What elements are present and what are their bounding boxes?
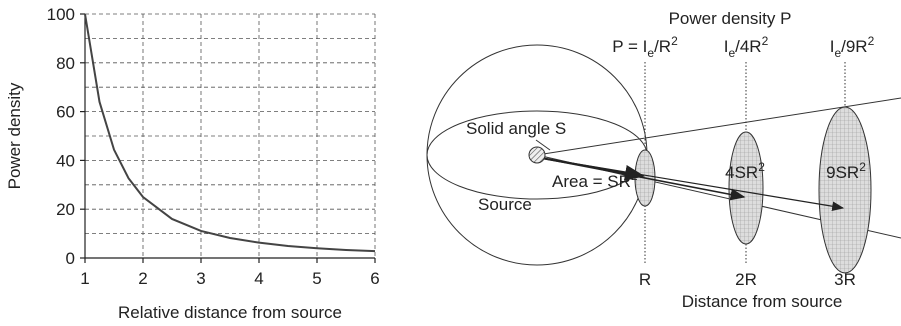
- y-tick-label: 100: [47, 5, 75, 24]
- y-tick-label: 80: [56, 54, 75, 73]
- line-chart: Power density Relative distance from sou…: [5, 5, 380, 322]
- text: /9R: [841, 37, 867, 56]
- x-tick-label: 3: [196, 269, 205, 288]
- x-tick-label: 2: [138, 269, 147, 288]
- x-tick-label: 1: [80, 269, 89, 288]
- intensity-label: Ie/9R2: [830, 34, 875, 60]
- y-tick-label: 40: [56, 151, 75, 170]
- diagram-title: Power density P: [669, 9, 792, 28]
- area-label: 9SR2: [826, 160, 866, 182]
- superscript: 2: [631, 169, 638, 183]
- source-label: Source: [478, 195, 532, 214]
- cone-edge: [536, 97, 901, 156]
- subscript: e: [728, 46, 735, 60]
- distance-label: R: [639, 270, 651, 289]
- text: I: [830, 37, 835, 56]
- subscript: e: [647, 46, 654, 60]
- pointer: [535, 139, 551, 151]
- diagram: Power density P P = Ie/R2 Ie/4R2 Ie/9R2 …: [426, 9, 901, 311]
- solid-angle-label: Solid angle S: [466, 119, 566, 138]
- distance-label: 3R: [834, 270, 856, 289]
- x-tick-label: 4: [254, 269, 263, 288]
- intensity-label: P = Ie/R2: [612, 34, 678, 60]
- superscript: 2: [758, 160, 765, 174]
- y-tick-label: 0: [66, 249, 75, 268]
- text: /R: [654, 37, 671, 56]
- distance-label: 2R: [735, 270, 757, 289]
- text: Area = SR: [552, 172, 631, 191]
- y-tick-label: 60: [56, 103, 75, 122]
- arrow: [540, 157, 845, 211]
- subscript: e: [834, 46, 841, 60]
- text: 4SR: [725, 163, 758, 182]
- x-tick-label: 5: [312, 269, 321, 288]
- arrow: [540, 157, 746, 201]
- y-axis-label: Power density: [5, 82, 24, 189]
- area-patch: [818, 106, 872, 274]
- text: /4R: [735, 37, 761, 56]
- superscript: 2: [859, 160, 866, 174]
- text: P = I: [612, 37, 647, 56]
- area-patch: [728, 131, 764, 245]
- diagram-axis-label: Distance from source: [682, 292, 843, 311]
- superscript: 2: [868, 34, 875, 48]
- x-axis-label: Relative distance from source: [118, 303, 342, 322]
- data-line: [84, 13, 376, 253]
- intensity-label: Ie/4R2: [724, 34, 769, 60]
- area-label: Area = SR2: [552, 169, 638, 191]
- area-label: 4SR2: [725, 160, 765, 182]
- text: I: [724, 37, 729, 56]
- superscript: 2: [762, 34, 769, 48]
- x-tick-label: 6: [370, 269, 379, 288]
- text: 9SR: [826, 163, 859, 182]
- source-point: [528, 146, 546, 164]
- superscript: 2: [671, 34, 678, 48]
- y-tick-label: 20: [56, 200, 75, 219]
